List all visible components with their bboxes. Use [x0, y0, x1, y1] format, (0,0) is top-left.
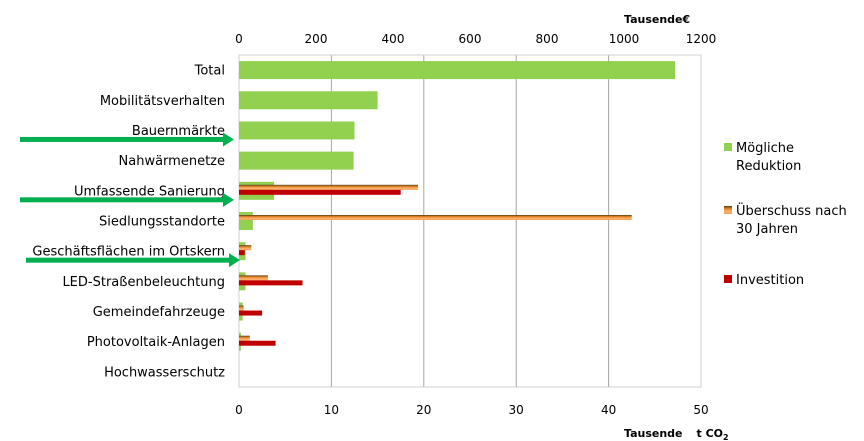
category-label: Photovoltaik-Anlagen	[87, 335, 225, 350]
bar-moegliche-reduktion	[239, 151, 354, 170]
legend: Mögliche Reduktion Überschuss nach 30 Jahre…	[724, 141, 847, 288]
legend-label: Reduktion	[736, 159, 801, 174]
legend-label: Überschuss nach	[736, 202, 847, 219]
highlight-arrow-head	[229, 253, 240, 268]
bottom-tick-label: 10	[324, 403, 339, 417]
category-label: Hochwasserschutz	[104, 365, 225, 380]
bottom-axis-ticks: 0 10 20 30 40 50	[235, 403, 708, 417]
highlight-arrow	[20, 136, 224, 142]
bar-moegliche-reduktion	[239, 121, 355, 140]
bar-investition	[239, 340, 276, 346]
category-label: Total	[194, 64, 225, 79]
bar-ueberschuss	[239, 184, 419, 190]
top-tick-label: 400	[382, 32, 405, 46]
bottom-axis-title: Tausende t CO2	[624, 427, 729, 441]
category-label: Geschäftsflächen im Ortskern	[32, 245, 225, 260]
bar-investition	[239, 280, 303, 286]
top-tick-label: 0	[235, 32, 243, 46]
bar-ueberschuss	[239, 215, 632, 220]
bar-moegliche-reduktion	[239, 212, 253, 230]
legend-label: Investition	[736, 273, 804, 288]
bar-ueberschuss	[239, 245, 252, 251]
bar-moegliche-reduktion	[239, 61, 676, 80]
bars	[239, 61, 676, 351]
legend-swatch	[724, 275, 732, 283]
top-axis-ticks: 0 200 400 600 800 1000 1200	[235, 32, 716, 46]
top-tick-label: 1200	[686, 32, 717, 46]
highlight-arrow-head	[223, 192, 234, 207]
highlight-arrows	[20, 132, 240, 268]
bottom-tick-label: 20	[416, 403, 431, 417]
top-tick-label: 800	[536, 32, 559, 46]
bar-moegliche-reduktion	[239, 91, 378, 110]
bottom-tick-label: 50	[693, 403, 708, 417]
category-label: Umfassende Sanierung	[74, 184, 225, 199]
bar-ueberschuss	[239, 275, 268, 281]
category-label: Siedlungsstandorte	[99, 215, 225, 230]
category-labels: Total Mobilitätsverhalten Bauernmärkte Nahw…	[32, 64, 225, 381]
top-axis-title: Tausende€	[624, 13, 690, 26]
bar-investition	[239, 310, 263, 316]
bar-investition	[239, 189, 401, 195]
bottom-tick-label: 30	[509, 403, 524, 417]
legend-swatch	[724, 143, 732, 151]
bottom-tick-label: 0	[235, 403, 243, 417]
bar-ueberschuss	[239, 305, 244, 311]
top-tick-label: 200	[305, 32, 328, 46]
top-tick-label: 1000	[609, 32, 640, 46]
highlight-arrow	[26, 257, 230, 263]
bar-investition	[239, 250, 245, 256]
highlight-arrow	[20, 197, 224, 203]
top-tick-label: 600	[459, 32, 482, 46]
highlight-arrow-head	[223, 132, 234, 147]
category-label: LED-Straßenbeleuchtung	[62, 275, 225, 290]
bar-ueberschuss	[239, 335, 250, 341]
category-label: Mobilitätsverhalten	[100, 94, 225, 109]
legend-swatch	[724, 206, 732, 214]
bottom-tick-label: 40	[601, 403, 616, 417]
category-label: Nahwärmenetze	[119, 154, 225, 169]
category-label: Bauernmärkte	[132, 124, 225, 139]
legend-label: 30 Jahren	[736, 222, 798, 237]
category-label: Gemeindefahrzeuge	[93, 305, 225, 320]
legend-label: Mögliche	[736, 141, 794, 156]
